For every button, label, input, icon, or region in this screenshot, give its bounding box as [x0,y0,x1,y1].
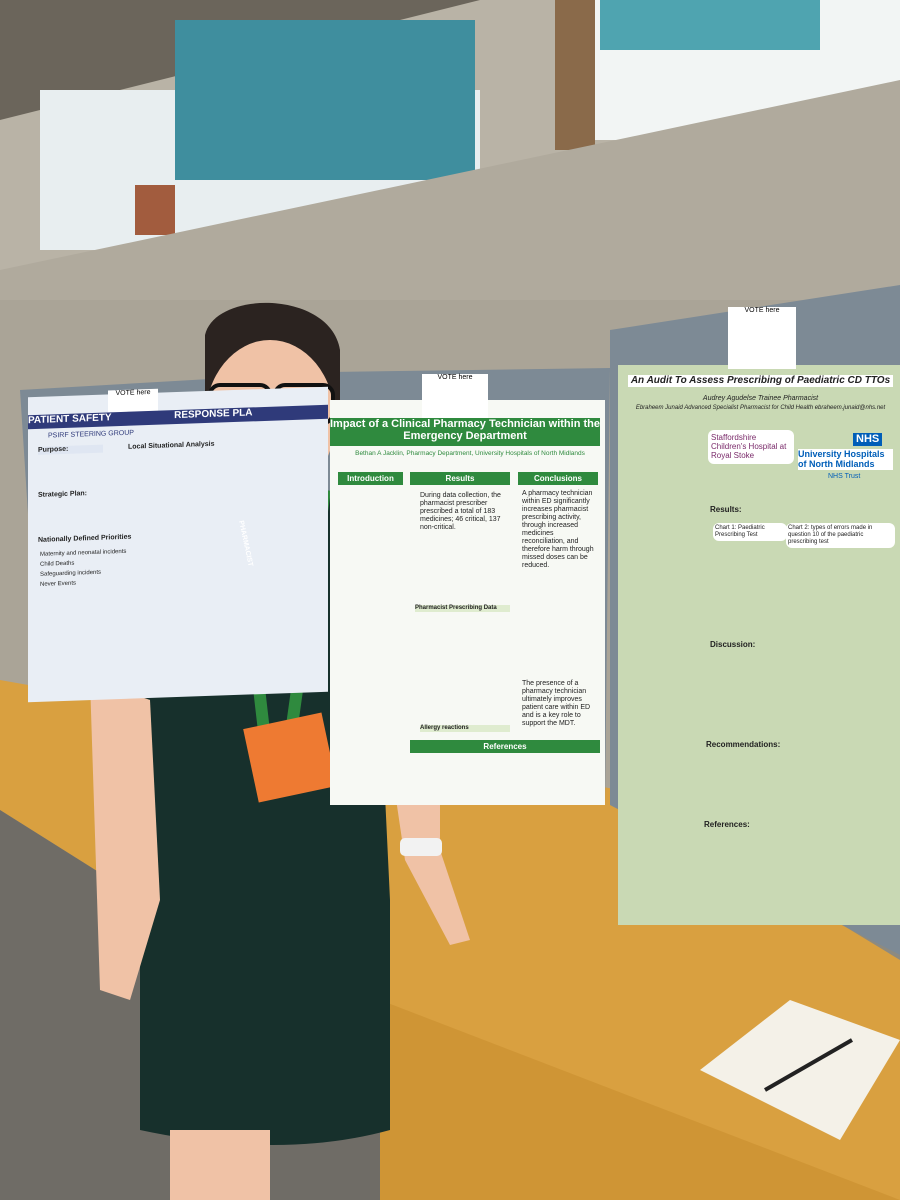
item: Safeguarding incidents [40,569,102,578]
legs [170,1130,270,1200]
right-poster: VOTE here An Audit To Assess Prescribing… [618,307,900,925]
poster-title: An Audit To Assess Prescribing of Paedia… [628,375,893,387]
strategic: Strategic Plan: [38,490,88,499]
discussion: Discussion: [710,640,756,649]
middle-poster: VOTE here Impact of a Clinical Pharmacy … [330,374,605,805]
poster-title: Impact of a Clinical Pharmacy Technician… [330,418,600,446]
building-glass-right [600,0,820,50]
brick-building [135,185,175,235]
vote-card: VOTE here [728,307,796,369]
trust-type: NHS Trust [828,473,861,480]
arm-left [90,680,160,1000]
building-glass [175,20,475,180]
conclusion-text: The presence of a pharmacy technician ul… [522,680,591,728]
nhs-logo: NHS [853,433,883,446]
author: Ebraheem Junaid Advanced Specialist Phar… [635,405,886,411]
chart-title: Chart 1: Paediatric Prescribing Test [713,523,787,541]
id-badge [243,712,338,803]
table-front [380,1000,900,1200]
trust-name: University Hospitals of North Midlands [798,449,893,470]
watch [400,838,442,856]
author: Bethan A Jacklin, Pharmacy Department, U… [355,450,585,457]
author: Audrey Agudelse Trainee Pharmacist [702,395,819,402]
section-header: Introduction [338,472,403,485]
hospital-logo: Staffordshire Children's Hospital at Roy… [708,430,794,464]
pen [764,1038,853,1092]
analysis: Local Situational Analysis [128,440,215,451]
section-header: References [410,740,600,753]
item: Never Events [40,580,77,588]
chart-title: Chart 2: types of errors made in questio… [786,523,895,548]
references: References: [704,820,750,829]
vote-card: VOTE here [108,388,158,413]
chart-caption: Pharmacist Prescribing Data [415,605,510,612]
left-poster: VOTE here PATIENT SAFETY RESPONSE PLA PS… [28,386,328,703]
section-header: Conclusions [518,472,598,485]
window-frame [555,0,595,150]
results-text: During data collection, the pharmacist p… [420,492,501,532]
title-end: RESPONSE PLA [174,407,253,422]
title-start: PATIENT SAFETY [28,412,112,427]
chart-caption: Allergy reactions [420,725,510,732]
item: Child Deaths [40,560,75,568]
results: Results: [710,505,742,514]
section-header: Results [410,472,510,485]
purpose: Purpose: [38,444,103,455]
recommendations: Recommendations: [706,740,781,749]
vote-card: VOTE here [422,374,488,418]
group: PSIRF STEERING GROUP [48,429,134,440]
conclusion-text: A pharmacy technician within ED signific… [522,490,594,570]
priorities: Nationally Defined Priorities [38,533,132,544]
poster-title: PATIENT SAFETY RESPONSE PLA [28,404,328,430]
item: Maternity and neonatal incidents [40,548,127,558]
